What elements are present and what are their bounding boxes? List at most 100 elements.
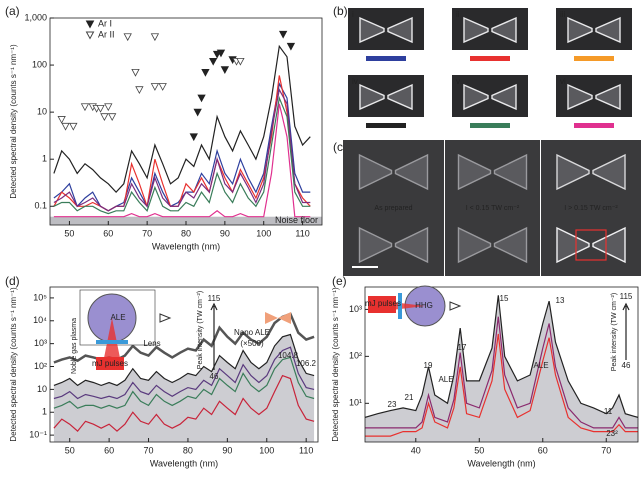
intensity-arrow xyxy=(210,302,218,370)
intensity-arrow xyxy=(622,302,630,360)
bowtie xyxy=(358,226,429,264)
line xyxy=(53,103,311,218)
annotation: 46 xyxy=(210,372,219,381)
marker xyxy=(131,68,140,77)
y-axis-label: Detected spectral density (counts s⁻¹ nm… xyxy=(9,287,18,442)
panel-label: (e) xyxy=(332,274,347,288)
x-tick-label: 70 xyxy=(144,445,154,455)
color-key xyxy=(574,123,614,128)
annotation: 46 xyxy=(622,361,631,370)
line xyxy=(365,316,638,429)
annotation: 21 xyxy=(405,393,414,402)
y-tick-label: 10⁻¹ xyxy=(29,429,47,439)
numeral: i xyxy=(352,10,354,19)
numeral: ii xyxy=(456,10,460,19)
x-tick-label: 40 xyxy=(411,445,421,455)
annotation: 104.8 xyxy=(278,351,299,360)
line xyxy=(53,346,315,400)
caption: I < 0.15 TW cm⁻² xyxy=(466,205,520,212)
annotation: 13 xyxy=(556,296,565,305)
x-tick-label: 50 xyxy=(64,228,74,238)
x-tick-label: 110 xyxy=(295,228,309,238)
annotation: 115 xyxy=(208,294,221,303)
lens xyxy=(398,293,402,319)
highlight-box xyxy=(575,229,607,261)
x-tick-label: 100 xyxy=(259,445,274,455)
annotation: 15 xyxy=(500,294,509,303)
marker xyxy=(278,30,288,39)
bowtie xyxy=(567,16,621,44)
axes-frame xyxy=(49,286,319,443)
y-tick-label: 10 xyxy=(37,107,47,117)
marker xyxy=(135,86,144,95)
y-axis-label: Detected spectral density (counts s⁻¹ nm… xyxy=(9,44,18,199)
caption: I > 0.15 TW cm⁻² xyxy=(564,205,618,212)
y-tick-label: 1,000 xyxy=(24,12,47,22)
caption: As prepared xyxy=(374,205,412,212)
y-tick-label: 0.1 xyxy=(34,201,47,211)
y-tick-label: 100 xyxy=(32,59,47,69)
line xyxy=(53,374,315,432)
y-tick-label: 10⁵ xyxy=(33,292,47,302)
x-tick-label: 90 xyxy=(222,445,232,455)
marker xyxy=(236,57,245,66)
annotation: 17 xyxy=(458,343,467,352)
marker xyxy=(69,122,78,131)
color-key xyxy=(366,56,406,61)
annotation: 11 xyxy=(604,407,613,416)
y-tick-label: 1 xyxy=(42,154,47,164)
bowtie xyxy=(556,153,626,191)
x-axis-label: Wavelength (nm) xyxy=(150,458,218,468)
line xyxy=(365,333,638,437)
annotation: Noble gas plasma xyxy=(71,318,78,374)
y-tick-label: 10⁴ xyxy=(33,315,47,325)
bowtie xyxy=(358,153,429,191)
y-tick-label: 10¹ xyxy=(349,398,362,408)
annotation: 23 xyxy=(388,400,397,409)
marker xyxy=(150,83,160,91)
marker xyxy=(220,66,230,74)
line xyxy=(53,356,315,409)
x-tick-label: 90 xyxy=(220,228,230,238)
bowtie xyxy=(463,16,517,44)
x-tick-label: 80 xyxy=(181,228,191,238)
annotation: ALE xyxy=(110,313,125,322)
bowtie xyxy=(359,83,413,111)
x-tick-label: 60 xyxy=(103,228,113,238)
bowtie xyxy=(457,226,528,264)
line xyxy=(53,87,311,212)
annotation: HHG xyxy=(415,301,433,310)
y-tick-label: 10² xyxy=(349,351,362,361)
pulse-box xyxy=(96,357,124,370)
annotation: ALE xyxy=(438,375,453,384)
detector xyxy=(159,313,172,323)
annotation: (×500) xyxy=(240,339,264,348)
axes-frame xyxy=(364,286,639,443)
legend-label: Ar II xyxy=(98,29,115,39)
annotation: Lens xyxy=(143,339,160,348)
marker xyxy=(150,33,160,42)
panel-label: (d) xyxy=(5,274,20,288)
bowtie xyxy=(567,83,621,111)
x-tick-label: 60 xyxy=(538,445,548,455)
marker xyxy=(286,42,296,51)
x-tick-label: 60 xyxy=(104,445,114,455)
marker xyxy=(158,83,167,91)
marker xyxy=(96,105,105,113)
marker xyxy=(189,133,198,142)
area xyxy=(53,334,315,442)
legend-label: Ar I xyxy=(98,18,112,28)
y-tick-label: 1 xyxy=(42,407,47,417)
plot-area xyxy=(365,295,638,442)
x-tick-label: 70 xyxy=(601,445,611,455)
numeral: v xyxy=(456,77,460,86)
x-axis-label: Wavelength (nm) xyxy=(467,458,535,468)
marker xyxy=(193,108,202,117)
marker xyxy=(104,103,113,112)
line xyxy=(53,95,311,215)
beam xyxy=(104,318,120,358)
annotation: 19 xyxy=(424,361,433,370)
pulse-box xyxy=(368,296,396,313)
noise-floor-label: Noise floor xyxy=(275,215,318,225)
